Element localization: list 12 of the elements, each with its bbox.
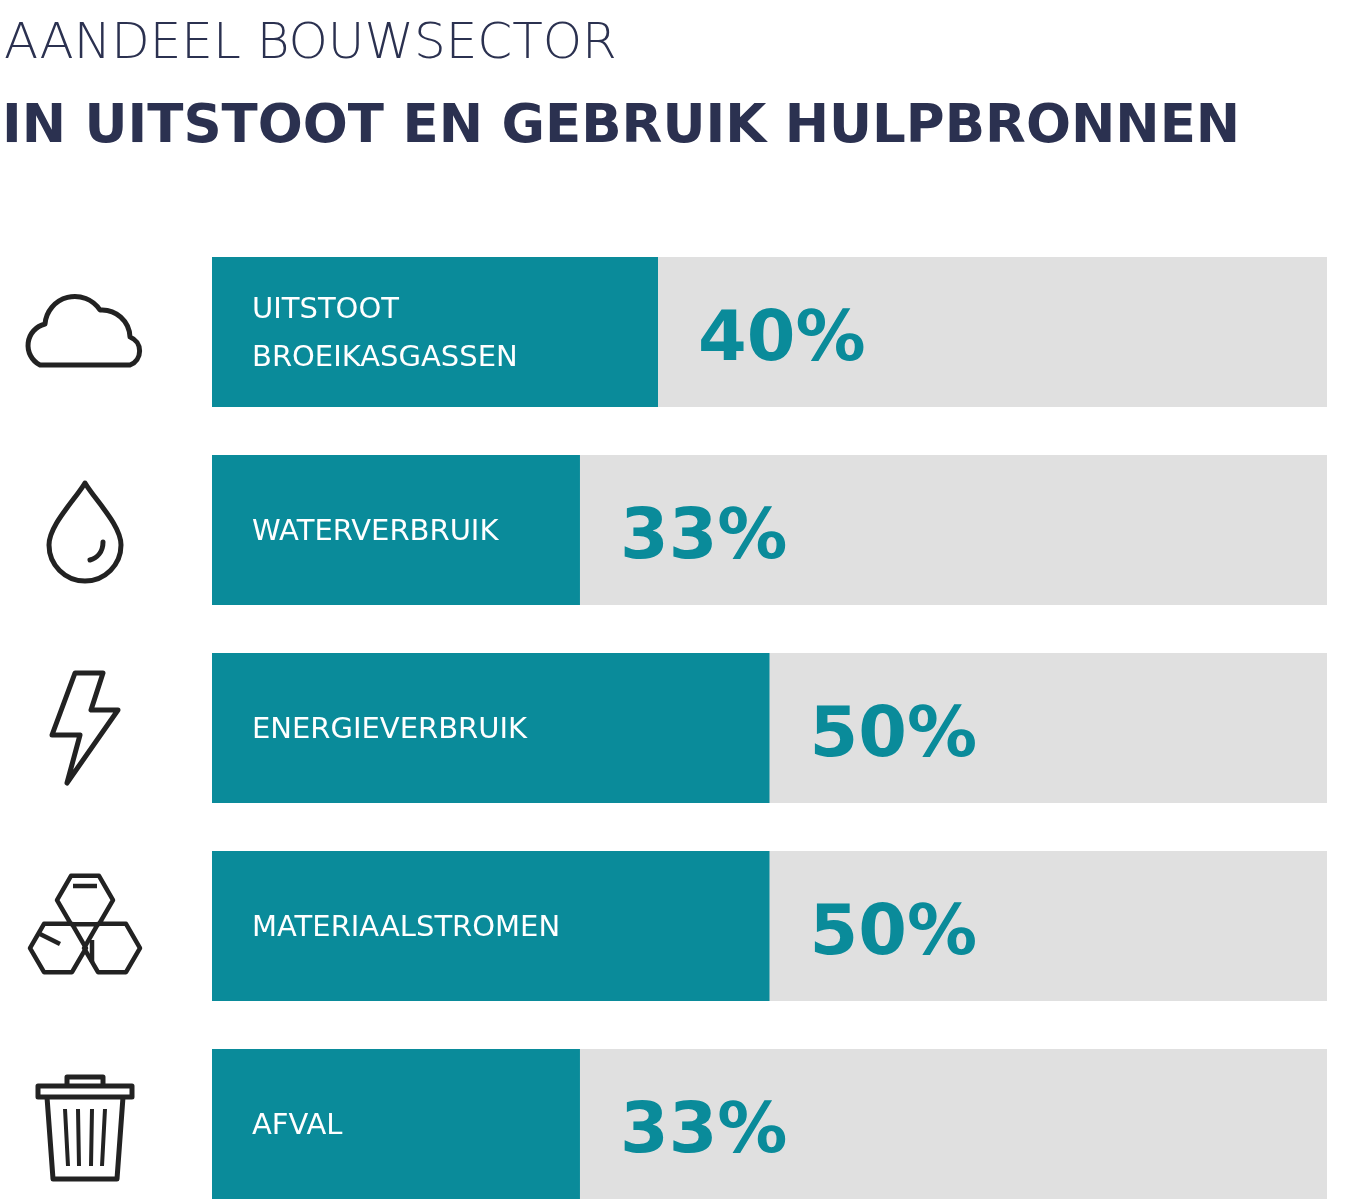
y-tick-label: WATERVERBRUIK xyxy=(252,513,500,547)
data-label: 33% xyxy=(619,493,788,575)
data-label: 33% xyxy=(619,1087,788,1169)
data-label: 40% xyxy=(698,295,866,377)
chart-subtitle: IN UITSTOOT EN GEBRUIK HULPBRONNEN xyxy=(2,93,1241,154)
y-tick-label: MATERIAALSTROMEN xyxy=(252,909,561,943)
chart-title: AANDEEL BOUWSECTOR xyxy=(4,12,617,70)
data-label: 50% xyxy=(809,691,978,773)
y-tick-label: AFVAL xyxy=(252,1107,343,1141)
y-tick-label: ENERGIEVERBRUIK xyxy=(252,711,528,745)
data-label: 50% xyxy=(809,889,978,971)
y-tick-label: UITSTOOT BROEIKASGASSEN xyxy=(252,291,518,373)
